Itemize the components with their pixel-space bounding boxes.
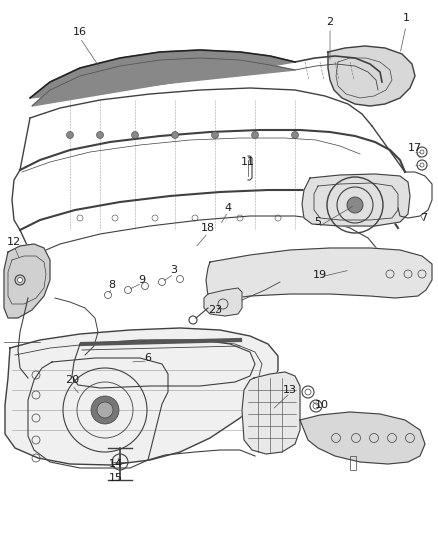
- Circle shape: [313, 403, 319, 409]
- Circle shape: [251, 132, 258, 139]
- Circle shape: [97, 402, 113, 418]
- Polygon shape: [5, 328, 278, 465]
- Circle shape: [347, 197, 363, 213]
- Text: 1: 1: [403, 13, 410, 23]
- Polygon shape: [300, 412, 425, 464]
- Polygon shape: [302, 174, 410, 226]
- Polygon shape: [206, 248, 432, 300]
- Circle shape: [91, 396, 119, 424]
- Text: 18: 18: [201, 223, 215, 233]
- Text: 20: 20: [65, 375, 79, 385]
- Text: 7: 7: [420, 213, 427, 223]
- Text: 12: 12: [7, 237, 21, 247]
- Text: 5: 5: [314, 217, 321, 227]
- Text: 23: 23: [208, 305, 222, 315]
- Circle shape: [131, 132, 138, 139]
- Polygon shape: [30, 50, 295, 106]
- Circle shape: [305, 389, 311, 395]
- Text: 9: 9: [138, 275, 145, 285]
- Circle shape: [420, 163, 424, 167]
- Polygon shape: [204, 288, 242, 316]
- Text: 14: 14: [109, 459, 123, 469]
- Circle shape: [212, 132, 219, 139]
- Circle shape: [18, 278, 22, 282]
- Text: 16: 16: [73, 27, 87, 37]
- Text: 8: 8: [109, 280, 116, 290]
- Text: 10: 10: [315, 400, 329, 410]
- Circle shape: [420, 150, 424, 154]
- Text: 19: 19: [313, 270, 327, 280]
- Polygon shape: [328, 46, 415, 106]
- Text: 6: 6: [145, 353, 152, 363]
- Polygon shape: [4, 244, 50, 318]
- Text: 11: 11: [241, 157, 255, 167]
- Text: 13: 13: [283, 385, 297, 395]
- Circle shape: [172, 132, 179, 139]
- Text: 2: 2: [326, 17, 334, 27]
- Text: 4: 4: [224, 203, 232, 213]
- Circle shape: [96, 132, 103, 139]
- Text: 17: 17: [408, 143, 422, 153]
- Circle shape: [67, 132, 74, 139]
- Circle shape: [292, 132, 299, 139]
- Polygon shape: [242, 372, 300, 454]
- Text: 15: 15: [109, 473, 123, 483]
- Text: 3: 3: [170, 265, 177, 275]
